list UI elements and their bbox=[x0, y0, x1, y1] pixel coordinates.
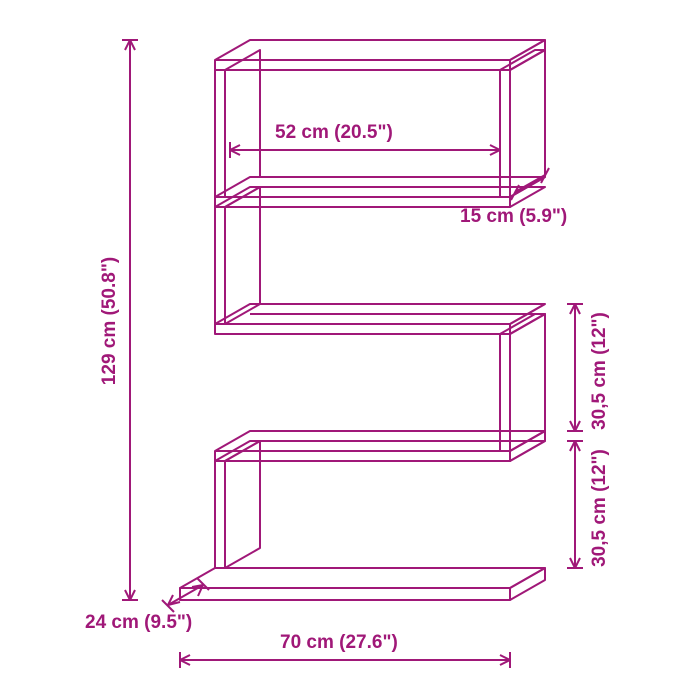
label-depth-top: 15 cm (5.9") bbox=[460, 206, 567, 228]
label-height-total: 129 cm (50.8") bbox=[99, 241, 121, 401]
label-shelf-height-2: 30,5 cm (12") bbox=[589, 433, 611, 583]
label-width-inner: 52 cm (20.5") bbox=[275, 122, 393, 144]
label-shelf-height-1: 30,5 cm (12") bbox=[589, 296, 611, 446]
label-width-total: 70 cm (27.6") bbox=[280, 632, 398, 654]
label-depth-base: 24 cm (9.5") bbox=[85, 612, 192, 634]
